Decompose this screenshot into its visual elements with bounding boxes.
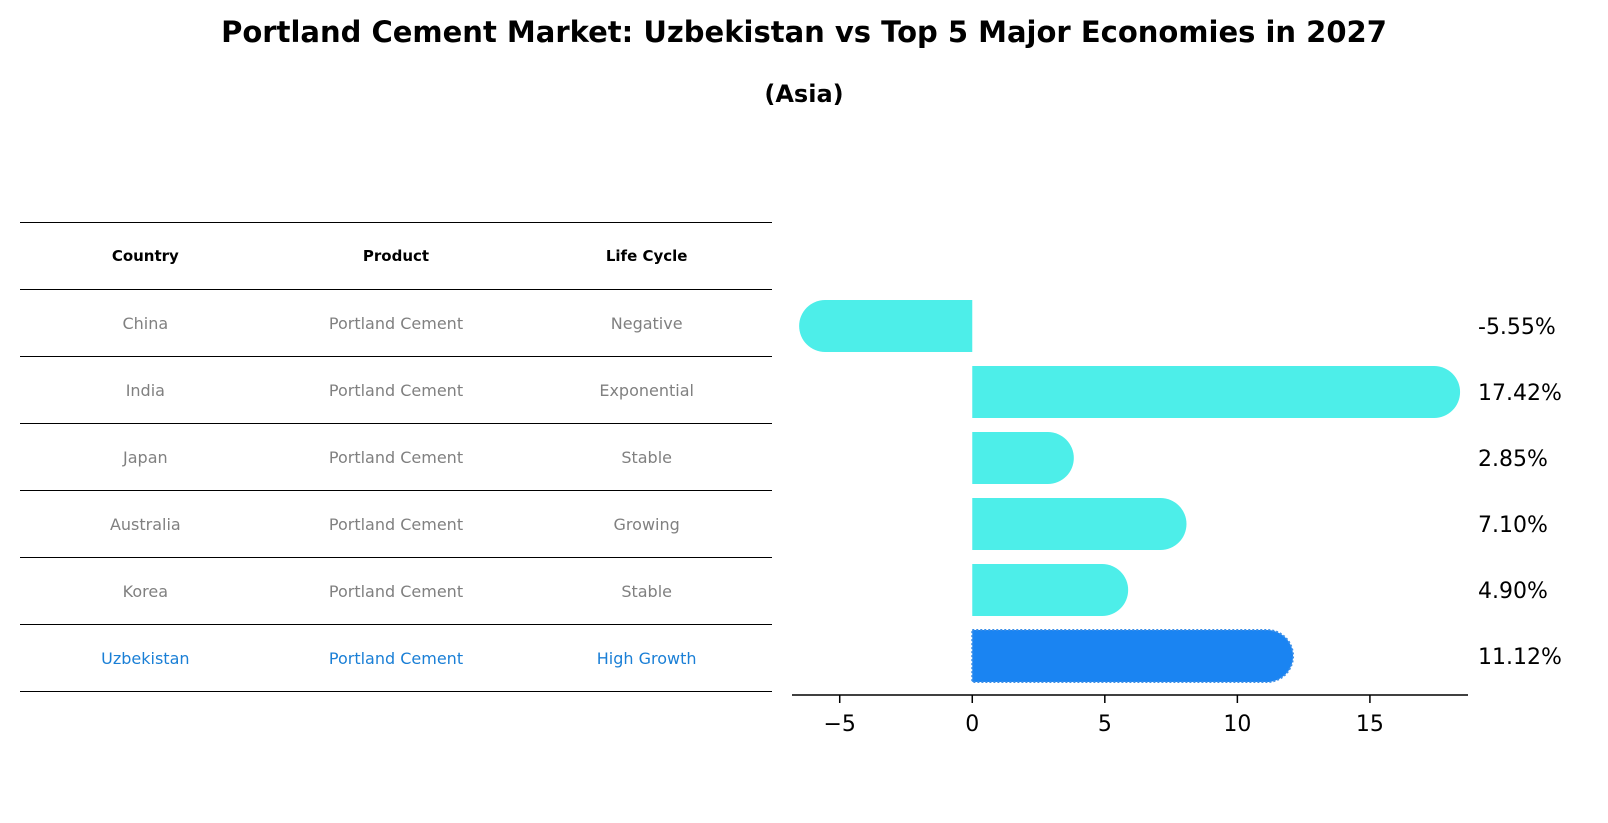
cell-product: Portland Cement xyxy=(270,490,522,558)
x-tick-label: 0 xyxy=(965,712,979,737)
bar-korea xyxy=(972,564,1129,616)
cell-life-cycle: Stable xyxy=(521,557,772,625)
bar-uzbekistan xyxy=(971,629,1295,683)
cell-country: Uzbekistan xyxy=(20,624,271,692)
cell-product: Portland Cement xyxy=(270,356,522,424)
value-label-china: -5.55% xyxy=(1478,315,1556,340)
x-tick-label: 15 xyxy=(1356,712,1384,737)
cell-country: Japan xyxy=(20,423,271,491)
cell-life-cycle: Stable xyxy=(521,423,772,491)
cell-life-cycle: Exponential xyxy=(521,356,772,424)
table-row: Australia Portland Cement Growing xyxy=(20,490,772,558)
value-label-uzbekistan: 11.12% xyxy=(1478,645,1562,670)
table-row: Korea Portland Cement Stable xyxy=(20,557,772,625)
bar-australia xyxy=(972,498,1187,550)
page-subtitle: (Asia) xyxy=(764,80,844,108)
cell-life-cycle: High Growth xyxy=(521,624,772,692)
column-header-life-cycle: Life Cycle xyxy=(521,222,772,290)
x-tick-label: 5 xyxy=(1098,712,1112,737)
value-label-japan: 2.85% xyxy=(1478,447,1548,472)
page-title: Portland Cement Market: Uzbekistan vs To… xyxy=(221,15,1387,49)
cell-product: Portland Cement xyxy=(270,423,522,491)
bar-china xyxy=(799,300,973,352)
value-label-australia: 7.10% xyxy=(1478,513,1548,538)
table-row-highlighted: Uzbekistan Portland Cement High Growth xyxy=(20,624,772,692)
bar-india xyxy=(972,366,1461,418)
value-label-korea: 4.90% xyxy=(1478,579,1548,604)
bar-japan xyxy=(972,432,1074,484)
table-row: China Portland Cement Negative xyxy=(20,289,772,357)
cell-product: Portland Cement xyxy=(270,289,522,357)
table-row: Japan Portland Cement Stable xyxy=(20,423,772,491)
data-table: Country Product Life Cycle China Portlan… xyxy=(20,222,772,692)
column-header-country: Country xyxy=(20,222,271,290)
cell-country: China xyxy=(20,289,271,357)
table-header-row: Country Product Life Cycle xyxy=(20,222,772,290)
cell-country: Korea xyxy=(20,557,271,625)
cell-country: India xyxy=(20,356,271,424)
cell-life-cycle: Growing xyxy=(521,490,772,558)
x-tick-label: −5 xyxy=(823,712,855,737)
cell-country: Australia xyxy=(20,490,271,558)
x-tick-label: 10 xyxy=(1223,712,1251,737)
table-row: India Portland Cement Exponential xyxy=(20,356,772,424)
cell-product: Portland Cement xyxy=(270,624,522,692)
cell-life-cycle: Negative xyxy=(521,289,772,357)
column-header-product: Product xyxy=(270,222,522,290)
value-label-india: 17.42% xyxy=(1478,381,1562,406)
